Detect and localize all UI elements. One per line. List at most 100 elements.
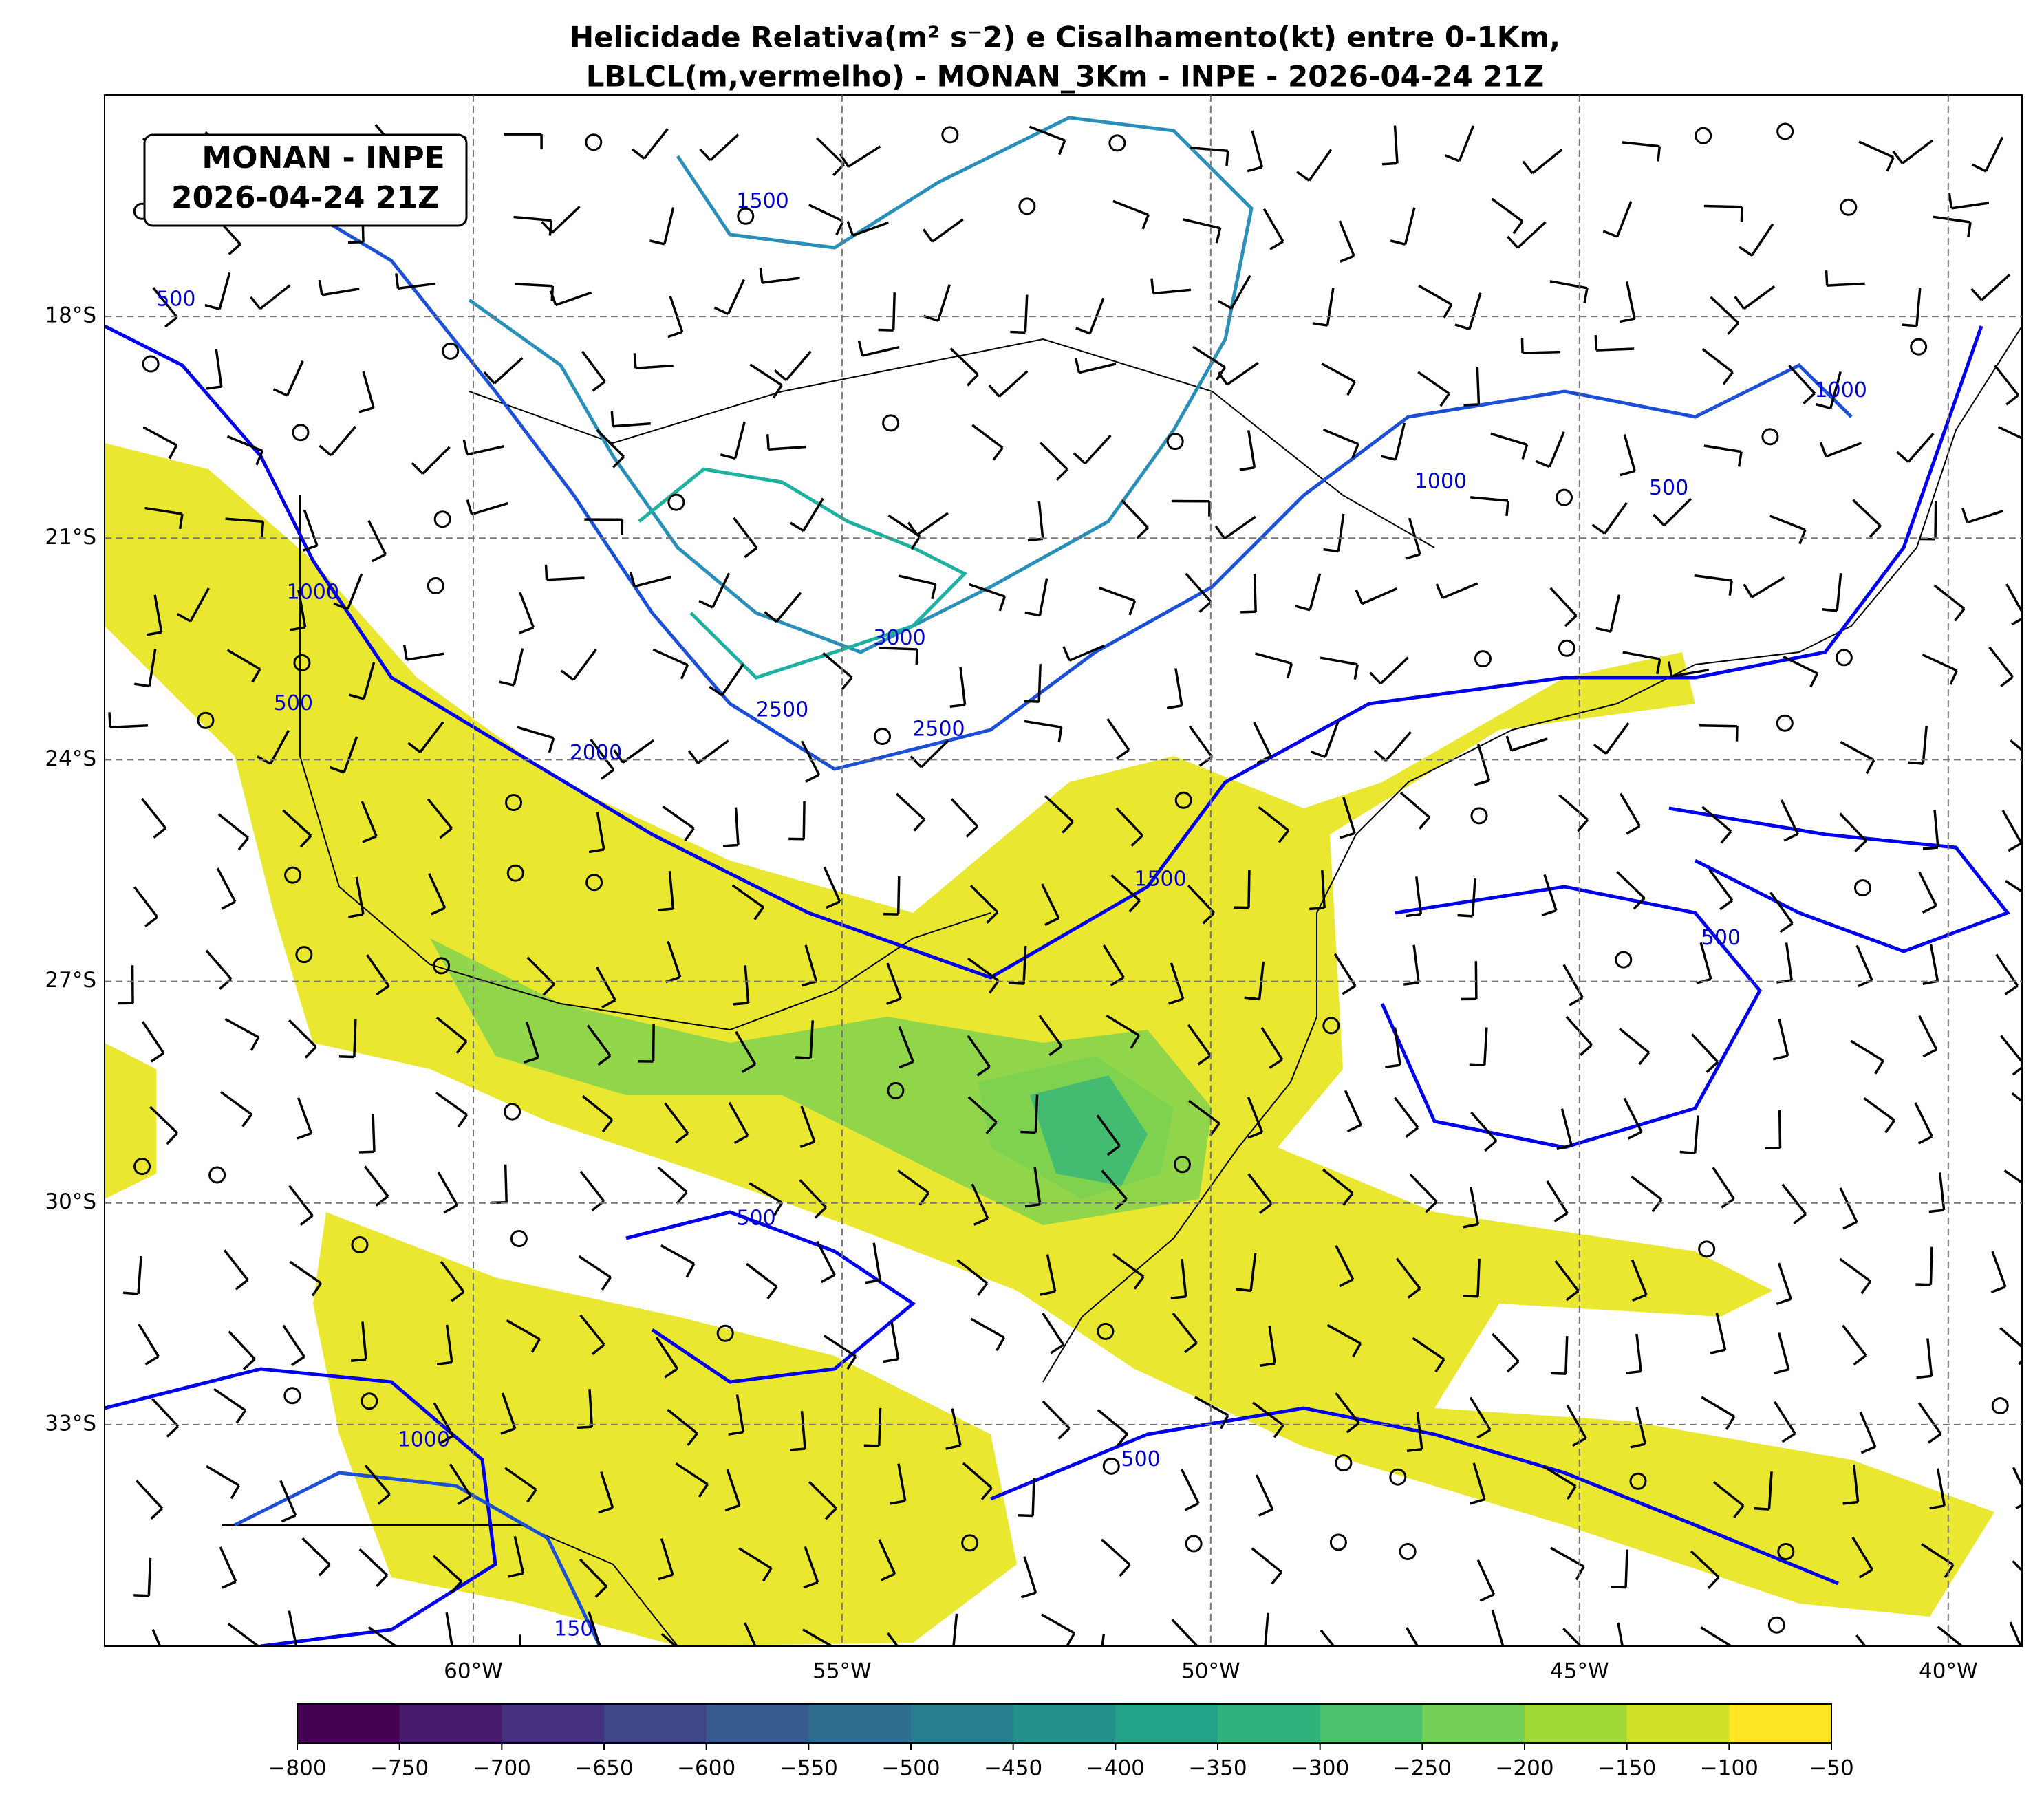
wind-barb — [1218, 300, 1232, 310]
wind-barb — [250, 1036, 260, 1051]
x-tick-label: 60°W — [444, 1659, 503, 1684]
wind-barb — [290, 1355, 305, 1367]
wind-barb — [1623, 1097, 1643, 1133]
wind-barb — [1022, 945, 1027, 984]
wind-barb — [744, 965, 750, 1004]
wind-barb — [1505, 735, 1513, 751]
wind-barb — [1406, 1447, 1423, 1453]
wind-barb — [980, 1487, 993, 1500]
wind-barb — [814, 1206, 827, 1219]
wind-barb — [515, 283, 553, 288]
colorbar-segment — [808, 1704, 912, 1743]
wind-barb — [720, 663, 744, 696]
wind-barb — [1934, 501, 1937, 539]
wind-barb — [1564, 1336, 1569, 1374]
contour-label: 1000 — [1414, 470, 1467, 494]
wind-barb — [898, 574, 936, 585]
badge-text: MONAN - INPE — [202, 140, 444, 175]
wind-barb — [230, 1484, 240, 1500]
wind-barb — [923, 314, 939, 322]
wind-barb — [1995, 953, 2019, 987]
wind-barb — [1706, 1061, 1719, 1073]
wind-barb — [321, 288, 360, 296]
colorbar-tick-label: −250 — [1393, 1756, 1452, 1781]
wind-barb — [711, 572, 731, 608]
wind-barb — [1130, 1035, 1140, 1049]
wind-barb — [1381, 162, 1398, 166]
wind-barb — [898, 1026, 914, 1063]
wind-barb — [2018, 1359, 2022, 1365]
wind-barb — [1954, 607, 1966, 622]
wind-barb — [548, 220, 553, 236]
wind-barb — [1853, 1354, 1867, 1366]
wind-barb — [1166, 704, 1183, 710]
calm-marker — [427, 576, 444, 594]
wind-barb — [802, 1628, 835, 1646]
wind-barb — [440, 1260, 465, 1293]
wind-barb — [735, 1394, 745, 1432]
wind-barb — [153, 827, 166, 839]
wind-barb — [588, 848, 605, 854]
wind-barb — [1219, 1414, 1229, 1429]
wind-barb — [1403, 981, 1419, 986]
wind-barb — [1560, 1108, 1573, 1146]
wind-barb — [1767, 1471, 1773, 1510]
wind-barb — [1869, 525, 1882, 538]
wind-barb — [709, 133, 740, 162]
wind-barb — [513, 648, 524, 686]
calm-marker — [1698, 1240, 1716, 1258]
wind-barb — [375, 1195, 389, 1207]
wind-barb — [988, 384, 1000, 398]
wind-barb — [998, 370, 1029, 398]
calm-marker — [283, 1387, 301, 1405]
wind-barb — [1769, 515, 1806, 531]
wind-barb — [971, 424, 1004, 449]
wind-barb — [1997, 426, 2022, 440]
wind-barb — [1194, 1396, 1229, 1416]
colorbar-tick-label: −600 — [677, 1756, 735, 1781]
wind-barb — [967, 1096, 998, 1123]
wind-barb — [1190, 146, 1228, 153]
wind-barb — [668, 871, 675, 909]
wind-barb — [800, 740, 821, 776]
wind-barb — [1393, 125, 1399, 164]
calm-marker — [1335, 1454, 1353, 1472]
calm-marker — [284, 866, 302, 884]
wind-barb — [886, 997, 901, 1006]
calm-marker — [1853, 879, 1871, 897]
wind-barb — [1342, 984, 1356, 995]
wind-barb — [601, 1276, 612, 1291]
wind-barb — [945, 1444, 961, 1450]
wind-barb — [150, 1507, 164, 1520]
calm-marker — [874, 728, 892, 746]
wind-barb — [242, 1358, 256, 1370]
wind-barb — [1338, 220, 1355, 257]
wind-barb — [349, 693, 365, 700]
wind-barb — [457, 1495, 471, 1506]
colorbar-tick-label: −100 — [1700, 1756, 1758, 1781]
wind-barb — [1858, 1568, 1873, 1579]
wind-barb — [1933, 810, 1939, 848]
wind-barb — [1708, 869, 1734, 901]
wind-barb — [1902, 139, 1934, 164]
wind-barb — [1247, 1131, 1263, 1139]
wind-barb — [1937, 1626, 1964, 1646]
wind-barb — [1463, 403, 1479, 407]
wind-barb — [804, 1546, 819, 1583]
wind-barb — [667, 1409, 698, 1435]
wind-barb — [205, 949, 233, 980]
wind-barb — [311, 1282, 323, 1297]
wind-barb — [1239, 466, 1255, 471]
wind-barb — [907, 521, 918, 536]
colorbar-tick-label: −350 — [1188, 1756, 1247, 1781]
wind-barb — [968, 583, 1005, 598]
wind-barb — [134, 682, 150, 688]
wind-barb — [1520, 338, 1524, 354]
wind-barb — [1075, 327, 1090, 335]
wind-barb — [1042, 1400, 1071, 1429]
calm-marker — [351, 1235, 369, 1253]
calm-marker — [1777, 1542, 1795, 1560]
wind-barb — [1701, 1396, 1735, 1418]
wind-barb — [142, 426, 177, 446]
wind-barb — [144, 916, 158, 927]
